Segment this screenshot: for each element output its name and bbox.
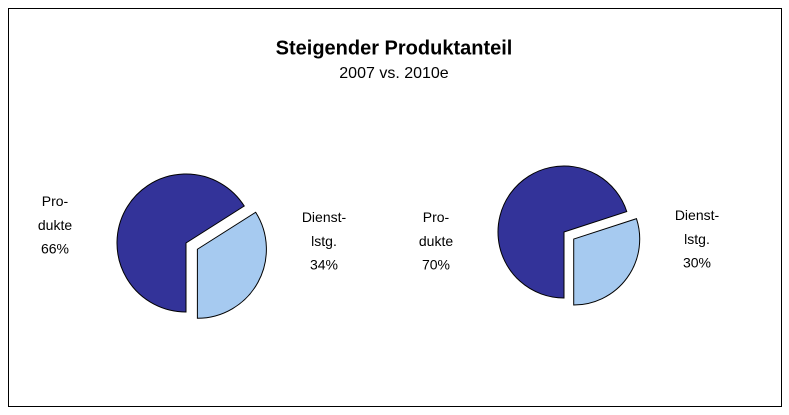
slice-label: Pro-dukte	[419, 209, 453, 249]
pie-slice	[116, 173, 245, 313]
chart-subtitle: 2007 vs. 2010e	[339, 65, 449, 82]
pie-slice	[573, 218, 641, 306]
slice-value-label: 34%	[310, 257, 338, 273]
slice-label: Pro-dukte	[38, 193, 72, 233]
slice-value-label: 66%	[41, 241, 69, 257]
slice-value-label: 70%	[422, 257, 450, 273]
slice-label: Dienst-lstg.	[675, 207, 720, 247]
slice-value-label: 30%	[683, 255, 711, 271]
pie-slice	[196, 211, 267, 319]
slice-label: Dienst-lstg.	[302, 209, 347, 249]
pie-slice	[497, 165, 628, 299]
chart-title: Steigender Produktanteil	[276, 37, 513, 59]
